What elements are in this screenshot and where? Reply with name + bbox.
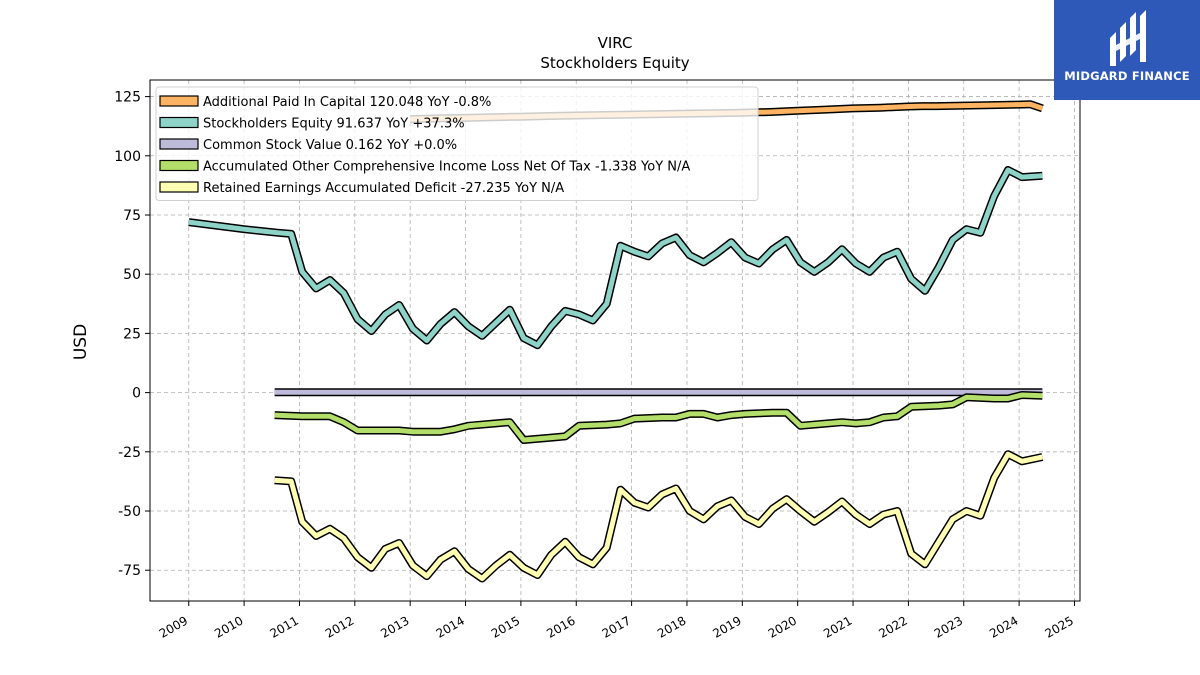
plot-frame (149, 79, 1081, 602)
series-line (274, 392, 1043, 443)
axes: 125 100 75 50 25 0 -25 -50 -75 2009 2010 2011 2012 20… (114, 90, 1076, 641)
legend-entry: Accumulated Other Comprehensive Income L… (203, 160, 690, 175)
y-tick-label: 100 (114, 149, 141, 165)
logo-text: MIDGARD FINANCE (1064, 69, 1190, 83)
x-tick-label: 2009 (157, 613, 190, 640)
x-tick-label: 2020 (766, 613, 799, 640)
x-tick-label: 2013 (378, 613, 411, 640)
legend-entry: Retained Earnings Accumulated Deficit -2… (203, 181, 564, 196)
y-tick-label: -50 (118, 504, 141, 520)
legend-swatch (159, 95, 199, 107)
legend-swatch (159, 159, 199, 172)
x-tick-label: 2017 (600, 613, 633, 640)
x-tick-label: 2024 (987, 613, 1020, 640)
legend: Additional Paid In Capital 120.048 YoY -… (155, 86, 759, 201)
y-tick-label: 75 (123, 208, 141, 224)
y-tick-label: 125 (114, 90, 141, 106)
y-tick-label: 0 (132, 386, 141, 402)
x-tick-label: 2011 (268, 613, 301, 640)
legend-swatch (159, 181, 199, 193)
y-tick-label: -25 (118, 445, 141, 461)
x-tick-label: 2023 (932, 613, 965, 640)
x-tick-label: 2014 (434, 613, 467, 640)
x-tick-label: 2015 (489, 613, 522, 640)
x-tick-label: 2022 (876, 613, 909, 640)
legend-swatch (159, 116, 199, 129)
chart-title: VIRC (598, 34, 633, 52)
legend-entry: Stockholders Equity 91.637 YoY +37.3% (203, 117, 465, 132)
x-tick-label: 2010 (212, 613, 245, 640)
y-axis-label: USD (71, 324, 91, 360)
chart-subtitle: Stockholders Equity (540, 54, 689, 72)
x-tick-label: 2019 (710, 613, 743, 640)
y-tick-label: 25 (123, 326, 141, 342)
y-tick-label: -75 (118, 563, 141, 579)
x-tick-label: 2016 (544, 613, 577, 640)
legend-entry: Common Stock Value 0.162 YoY +0.0% (203, 138, 457, 153)
x-tick-label: 2012 (323, 613, 356, 640)
series-line (274, 451, 1043, 581)
x-tick-label: 2025 (1043, 613, 1076, 640)
legend-swatch (159, 138, 199, 150)
x-tick-label: 2018 (655, 613, 688, 640)
series-line (188, 167, 1043, 348)
legend-entry: Additional Paid In Capital 120.048 YoY -… (203, 95, 491, 110)
x-tick-label: 2021 (821, 613, 854, 640)
legend-box (155, 86, 759, 201)
midgard-finance-logo: MIDGARD FINANCE (1054, 0, 1200, 100)
logo-mark-icon (1110, 10, 1146, 66)
y-tick-label: 50 (123, 267, 141, 283)
